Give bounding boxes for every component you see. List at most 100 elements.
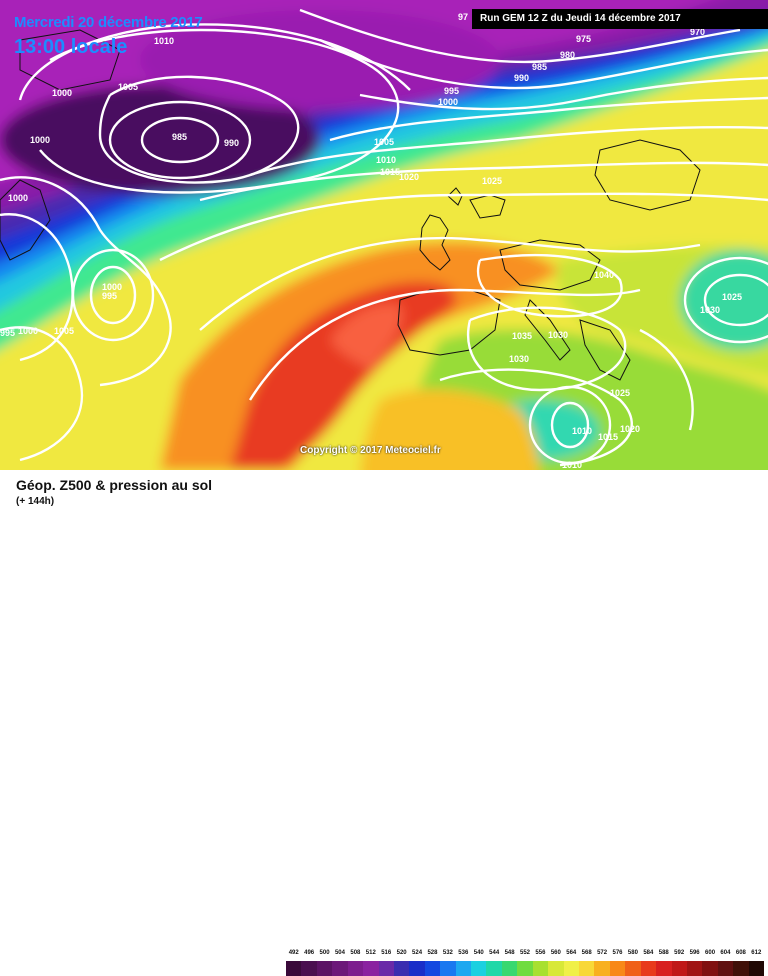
color-scale-tick-label: 588: [658, 950, 669, 956]
isobar-label: 985: [172, 132, 188, 142]
color-scale-swatch: [748, 961, 765, 976]
color-scale-swatch: [609, 961, 626, 976]
color-scale-swatch: [301, 961, 317, 976]
isobar-label: 1030: [509, 354, 530, 364]
color-scale-swatch: [717, 961, 734, 976]
copyright-text: Copyright © 2017 Meteociel.fr: [300, 445, 441, 456]
isobar-label: 1005: [54, 326, 75, 336]
run-info-box: [472, 9, 768, 29]
isobar-label: 990: [514, 73, 530, 83]
legend-title: Géop. Z500 & pression au sol: [16, 477, 213, 493]
isobar-label: 985: [532, 62, 548, 72]
color-scale-swatch: [424, 961, 441, 976]
color-scale-tick-label: 584: [643, 950, 654, 956]
isobars: [0, 8, 768, 467]
color-scale-tick-label: 496: [304, 950, 315, 956]
color-scale-tick-label: 504: [334, 950, 345, 956]
color-scale-tick-label: 564: [566, 950, 577, 956]
color-scale-swatch: [332, 961, 348, 976]
color-scale-swatch: [640, 961, 657, 976]
isobar-label: 995: [102, 291, 118, 301]
legend-subtitle: (+ 144h): [16, 496, 55, 507]
isobar-label: 1015: [598, 432, 619, 442]
color-scale-tick-label: 596: [689, 950, 700, 956]
isobar-label: 1005: [118, 82, 139, 92]
color-scale-tick-label: 568: [581, 950, 592, 956]
isobar-label: 1025: [610, 388, 631, 398]
color-scale-swatch: [686, 961, 703, 976]
color-scale-swatch: [347, 961, 364, 976]
color-scale-tick-label: 592: [674, 950, 685, 956]
color-scale-tick-label: 540: [473, 950, 484, 956]
isobar-label: 1020: [399, 172, 420, 182]
color-scale-bar: [286, 961, 765, 976]
color-scale-tick-label: 572: [597, 950, 608, 956]
isobar-label: 1020: [620, 424, 641, 434]
color-scale-tick-label: 600: [705, 950, 716, 956]
color-scale-swatch: [501, 961, 518, 976]
forecast-map: 1010 1005 1000 1000 985 990 1000 1000 99…: [0, 0, 768, 470]
isobar-label: 1000: [8, 193, 29, 203]
color-scale-swatch: [656, 961, 672, 976]
isobar-label: 1000: [18, 326, 39, 336]
color-scale-tick-label: 500: [319, 950, 330, 956]
run-info: Run GEM 12 Z du Jeudi 14 décembre 2017: [480, 13, 681, 24]
color-scale-tick-label: 604: [720, 950, 731, 956]
geopotential-map-graphic: [0, 0, 768, 470]
color-scale-swatch: [316, 961, 333, 976]
isobar-label: 975: [576, 34, 592, 44]
color-scale-swatch: [363, 961, 379, 976]
color-scale-swatch: [440, 961, 456, 976]
color-scale-swatch: [625, 961, 641, 976]
isobar-label: 1000: [102, 282, 123, 292]
color-scale-swatch: [409, 961, 425, 976]
isobar-label: 1015: [380, 167, 401, 177]
color-scale-swatch: [563, 961, 580, 976]
color-scale-swatch: [455, 961, 472, 976]
color-scale-swatch: [471, 961, 487, 976]
color-scale-swatch: [393, 961, 410, 976]
isobar-label: 1000: [52, 88, 73, 98]
color-scale-tick-label: 556: [535, 950, 546, 956]
color-scale-tick-label: 512: [365, 950, 376, 956]
color-scale-tick-label: 492: [288, 950, 299, 956]
color-scale-tick-label: 520: [396, 950, 407, 956]
isobar-label: 1000: [30, 135, 51, 145]
color-scale-tick-label: 528: [427, 950, 438, 956]
isobar-label: 1030: [548, 330, 569, 340]
color-scale-tick-label: 544: [489, 950, 500, 956]
isobar-label: 1005: [374, 137, 395, 147]
isobar-label: 995: [444, 86, 460, 96]
color-scale-tick-label: 560: [550, 950, 561, 956]
color-scale-swatch: [579, 961, 595, 976]
color-scale-tick-label: 552: [519, 950, 531, 956]
color-scale-ticks: 492 496 500 504 508 512 516 520 524 528 532 536 540 5…: [286, 950, 764, 960]
color-scale-tick-label: 532: [442, 950, 453, 956]
isobar-label: 1025: [482, 176, 503, 186]
isobar-label: 1010: [376, 155, 397, 165]
geopotential-color-field: [0, 0, 768, 470]
isobar-label: 1010: [562, 460, 583, 470]
forecast-date: Mercredi 20 décembre 2017: [14, 14, 203, 31]
color-scale-swatch: [378, 961, 394, 976]
color-scale-swatch: [594, 961, 610, 976]
color-scale-tick-label: 576: [612, 950, 623, 956]
color-scale-tick-label: 508: [350, 950, 361, 956]
color-scale-tick-label: 536: [458, 950, 469, 956]
color-scale-swatch: [671, 961, 687, 976]
color-scale-swatch: [486, 961, 502, 976]
isobar-label: 1040: [594, 270, 615, 280]
isobar-label: 1000: [438, 97, 459, 107]
isobar-label: 990: [224, 138, 240, 148]
color-scale-swatch: [733, 961, 749, 976]
forecast-time: 13:00 locale: [14, 36, 128, 58]
color-scale-swatch: [517, 961, 533, 976]
isobar-label: 980: [560, 50, 576, 60]
isobar-label: 1030: [700, 305, 721, 315]
color-scale-tick-label: 516: [381, 950, 392, 956]
color-scale-swatch: [532, 961, 549, 976]
color-scale-swatch: [286, 961, 302, 976]
isobar-label: 1025: [722, 292, 743, 302]
isobar-label: 97: [458, 12, 469, 22]
